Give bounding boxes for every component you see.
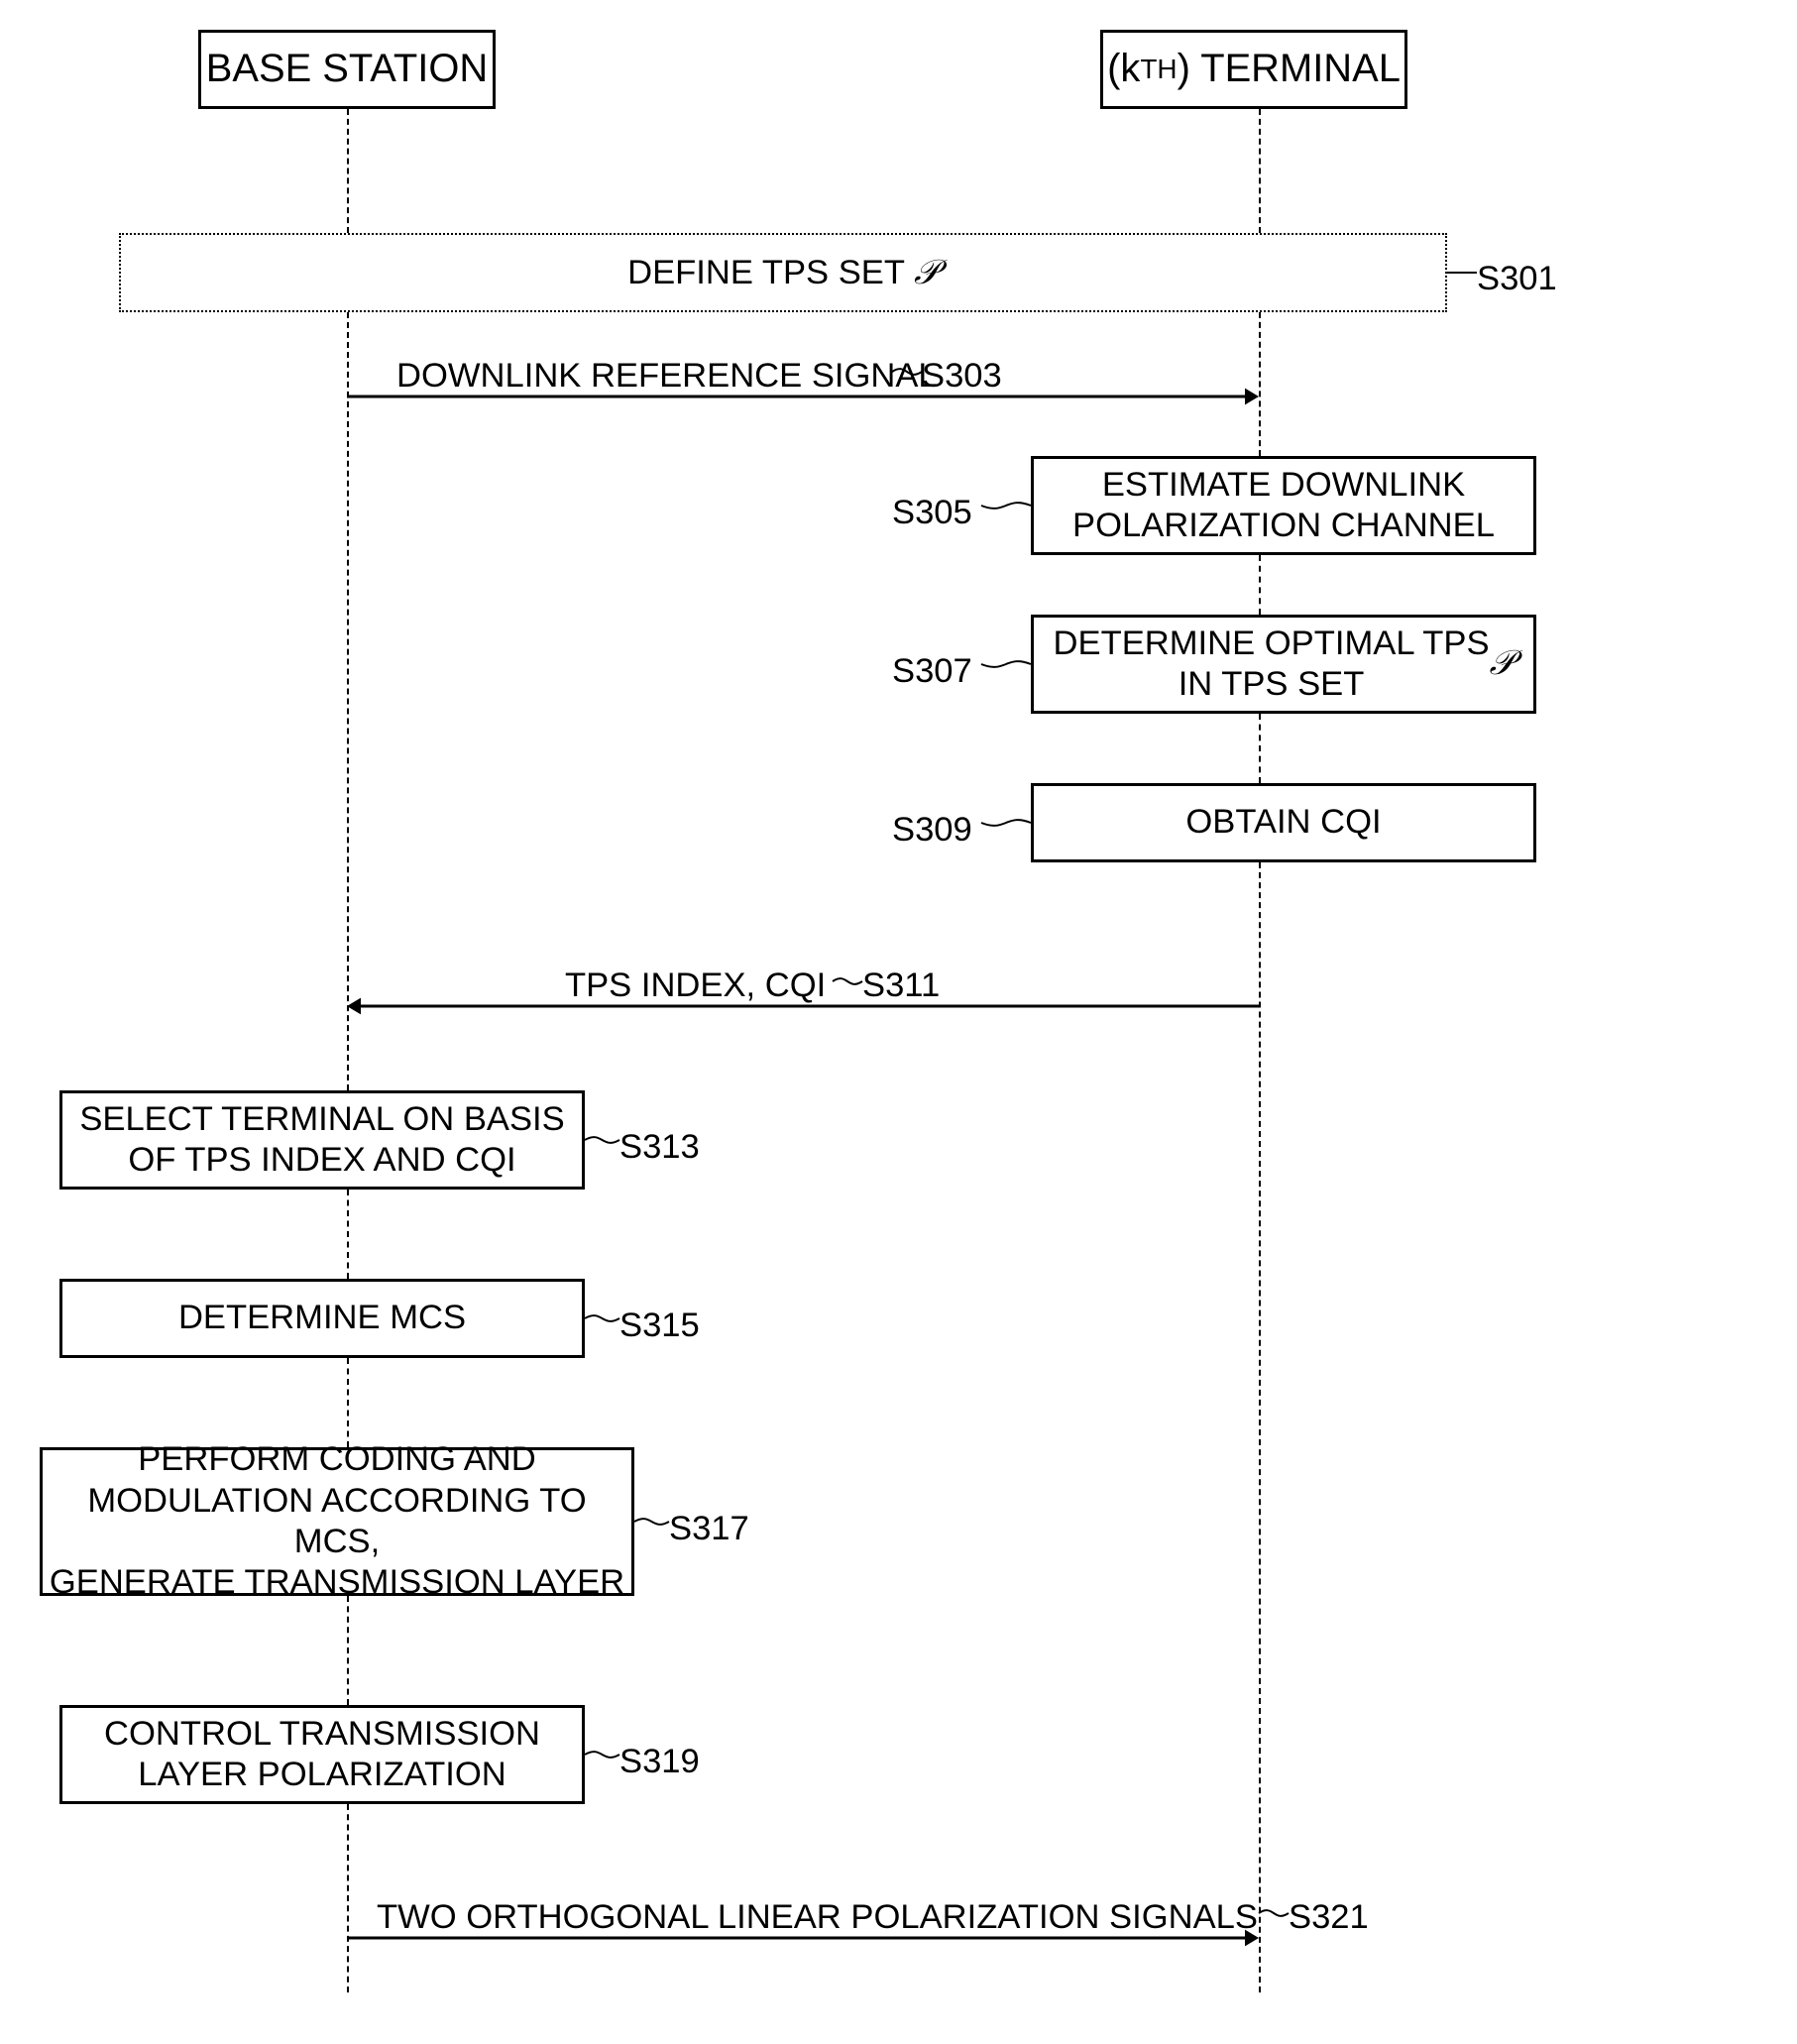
lifeline-terminal bbox=[1259, 714, 1261, 783]
bs-box-S317: PERFORM CODING ANDMODULATION ACCORDING T… bbox=[40, 1447, 634, 1596]
bs-box-S319: CONTROL TRANSMISSIONLAYER POLARIZATION bbox=[59, 1705, 585, 1804]
actor-base-station: BASE STATION bbox=[198, 30, 496, 109]
lifeline-base-station bbox=[347, 109, 349, 233]
lifeline-base-station bbox=[347, 312, 349, 1090]
step-label-S315: S315 bbox=[619, 1306, 700, 1345]
step-label-S309: S309 bbox=[892, 811, 972, 850]
lifeline-base-station bbox=[347, 1804, 349, 1992]
step-label-S311: S311 bbox=[862, 966, 940, 1005]
bs-box-S313: SELECT TERMINAL ON BASISOF TPS INDEX AND… bbox=[59, 1090, 585, 1190]
step-label-S307: S307 bbox=[892, 652, 972, 691]
msg-text-S303: DOWNLINK REFERENCE SIGNAL bbox=[396, 357, 938, 396]
step-label-S319: S319 bbox=[619, 1743, 700, 1781]
step-label-S301: S301 bbox=[1477, 260, 1557, 298]
step-label-S317: S317 bbox=[669, 1510, 749, 1548]
lifeline-terminal bbox=[1259, 109, 1261, 233]
lifeline-terminal bbox=[1259, 555, 1261, 615]
actor-terminal: (kTH) TERMINAL bbox=[1100, 30, 1407, 109]
lifeline-terminal bbox=[1259, 862, 1261, 1992]
lifeline-base-station bbox=[347, 1190, 349, 1279]
lifeline-base-station bbox=[347, 1596, 349, 1705]
terminal-box-S309: OBTAIN CQI bbox=[1031, 783, 1536, 862]
sequence-diagram: BASE STATION (kTH) TERMINAL DEFINE TPS SET… bbox=[0, 0, 1797, 2044]
step-label-S321: S321 bbox=[1289, 1898, 1369, 1937]
msg-text-S311: TPS INDEX, CQI bbox=[565, 966, 826, 1005]
terminal-box-S305: ESTIMATE DOWNLINKPOLARIZATION CHANNEL bbox=[1031, 456, 1536, 555]
span-define-tps-set: DEFINE TPS SET 𝒫 bbox=[119, 233, 1447, 312]
step-label-S305: S305 bbox=[892, 494, 972, 532]
step-label-S313: S313 bbox=[619, 1128, 700, 1167]
bs-box-S315: DETERMINE MCS bbox=[59, 1279, 585, 1358]
lifeline-base-station bbox=[347, 1358, 349, 1447]
step-label-S303: S303 bbox=[922, 357, 1002, 396]
terminal-box-S307: DETERMINE OPTIMAL TPSIN TPS SET 𝒫 bbox=[1031, 615, 1536, 714]
lifeline-terminal bbox=[1259, 312, 1261, 456]
msg-text-S321: TWO ORTHOGONAL LINEAR POLARIZATION SIGNA… bbox=[377, 1898, 1258, 1937]
